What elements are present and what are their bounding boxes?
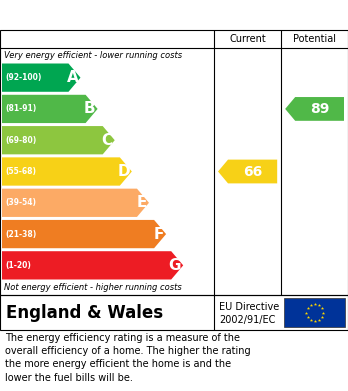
Text: EU Directive: EU Directive (219, 302, 279, 312)
Text: C: C (102, 133, 113, 148)
Text: 66: 66 (243, 165, 262, 179)
Text: D: D (117, 164, 130, 179)
Text: 2002/91/EC: 2002/91/EC (219, 314, 275, 325)
Polygon shape (2, 157, 132, 186)
Polygon shape (2, 220, 166, 248)
Polygon shape (218, 160, 277, 183)
Text: (21-38): (21-38) (5, 230, 36, 239)
Text: Not energy efficient - higher running costs: Not energy efficient - higher running co… (4, 283, 182, 292)
Polygon shape (2, 126, 115, 154)
Text: Very energy efficient - lower running costs: Very energy efficient - lower running co… (4, 50, 182, 59)
Polygon shape (2, 95, 97, 123)
Polygon shape (2, 188, 149, 217)
Text: The energy efficiency rating is a measure of the
overall efficiency of a home. T: The energy efficiency rating is a measur… (5, 333, 251, 383)
Text: (92-100): (92-100) (5, 73, 41, 82)
Text: (69-80): (69-80) (5, 136, 36, 145)
Polygon shape (2, 63, 80, 92)
Text: A: A (67, 70, 79, 85)
Text: (39-54): (39-54) (5, 198, 36, 207)
Text: E: E (137, 195, 147, 210)
Text: B: B (84, 101, 96, 117)
Text: (81-91): (81-91) (5, 104, 36, 113)
Text: G: G (169, 258, 181, 273)
Text: Current: Current (229, 34, 266, 44)
Polygon shape (2, 251, 183, 280)
Text: 89: 89 (310, 102, 329, 116)
Text: (1-20): (1-20) (5, 261, 31, 270)
Text: (55-68): (55-68) (5, 167, 36, 176)
Bar (284, 298, 345, 327)
Polygon shape (285, 97, 344, 121)
Text: England & Wales: England & Wales (6, 303, 163, 321)
Text: F: F (154, 226, 164, 242)
Text: Potential: Potential (293, 34, 336, 44)
Text: Energy Efficiency Rating: Energy Efficiency Rating (69, 7, 279, 23)
